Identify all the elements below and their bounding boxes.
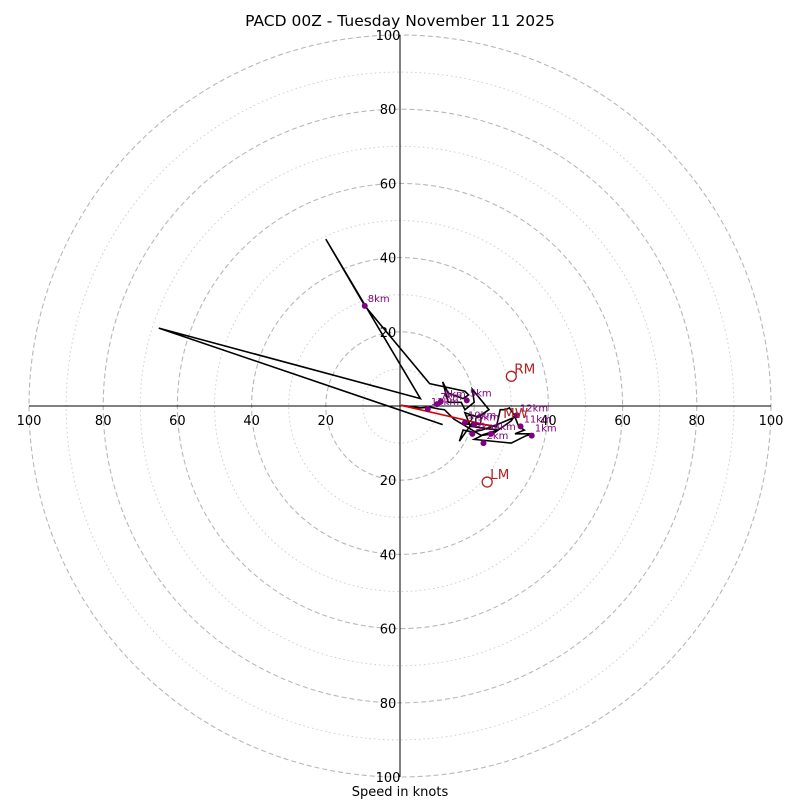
motion-label-rm: RM bbox=[514, 361, 535, 377]
height-marker-label: 10km bbox=[468, 411, 496, 422]
series-lines bbox=[158, 238, 534, 444]
height-marker-point bbox=[434, 401, 441, 408]
x-axis-label: Speed in knots bbox=[352, 785, 449, 800]
height-marker-point bbox=[463, 397, 470, 404]
motion-point-lm bbox=[481, 476, 493, 488]
height-marker-label: 9km bbox=[477, 413, 499, 424]
tick-label: 40 bbox=[540, 414, 557, 429]
height-marker-point bbox=[361, 302, 368, 309]
height-marker-point bbox=[469, 430, 476, 437]
height-marker-label: 1km bbox=[535, 424, 557, 435]
tick-label: 60 bbox=[169, 414, 186, 429]
tick-labels: 100 80 60 40 20 20 40 60 80 100100806040202040608… bbox=[17, 29, 784, 786]
tick-label: 40 bbox=[380, 548, 397, 563]
tick-label: 100 bbox=[759, 414, 784, 429]
tick-label: 80 bbox=[689, 414, 706, 429]
series-line-hodograph bbox=[158, 238, 534, 444]
tick-label: 40 bbox=[243, 414, 260, 429]
motion-point-rm bbox=[505, 370, 517, 382]
tick-label: 60 bbox=[380, 623, 397, 638]
tick-label: 20 bbox=[318, 414, 335, 429]
chart-title: PACD 00Z - Tuesday November 11 2025 bbox=[245, 12, 555, 30]
tick-label: 100 bbox=[376, 771, 401, 786]
height-marker-point bbox=[480, 440, 487, 447]
height-marker-point bbox=[528, 432, 535, 439]
height-marker-label: 4km bbox=[494, 422, 516, 433]
height-marker-label: 3km bbox=[475, 422, 497, 433]
height-marker-point bbox=[513, 412, 520, 419]
height-marker-label: 5km bbox=[470, 388, 492, 399]
height-marker-label: 12km bbox=[520, 403, 548, 414]
height-marker-label: 11km bbox=[524, 414, 552, 425]
height-marker-point bbox=[461, 419, 468, 426]
tick-label: 80 bbox=[95, 414, 112, 429]
tick-label: 40 bbox=[380, 252, 397, 267]
height-marker-point bbox=[517, 423, 524, 430]
series-line-bunkers-shear bbox=[400, 404, 493, 428]
storm-motion-points: RM LM MW bbox=[481, 361, 535, 488]
tick-label: 60 bbox=[380, 177, 397, 192]
height-marker-label: 7km bbox=[440, 392, 462, 403]
tick-label: 20 bbox=[380, 474, 397, 489]
height-marker-label: 6km bbox=[444, 390, 466, 401]
height-marker-label: 2km bbox=[486, 431, 508, 442]
axes bbox=[29, 35, 771, 777]
tick-label: 60 bbox=[614, 414, 631, 429]
motion-label-lm: LM bbox=[490, 467, 509, 483]
tick-label: 100 bbox=[17, 414, 42, 429]
tick-label: 80 bbox=[380, 103, 397, 118]
tick-label: 80 bbox=[380, 697, 397, 712]
motion-label-mw: MW bbox=[503, 406, 528, 422]
height-marker-label: 13km bbox=[431, 397, 459, 408]
tick-label: 100 bbox=[376, 29, 401, 44]
height-marker-label: 8km bbox=[368, 294, 390, 305]
height-marker-point bbox=[487, 430, 494, 437]
height-marker-point bbox=[424, 405, 431, 412]
height-marker-point bbox=[471, 421, 478, 428]
